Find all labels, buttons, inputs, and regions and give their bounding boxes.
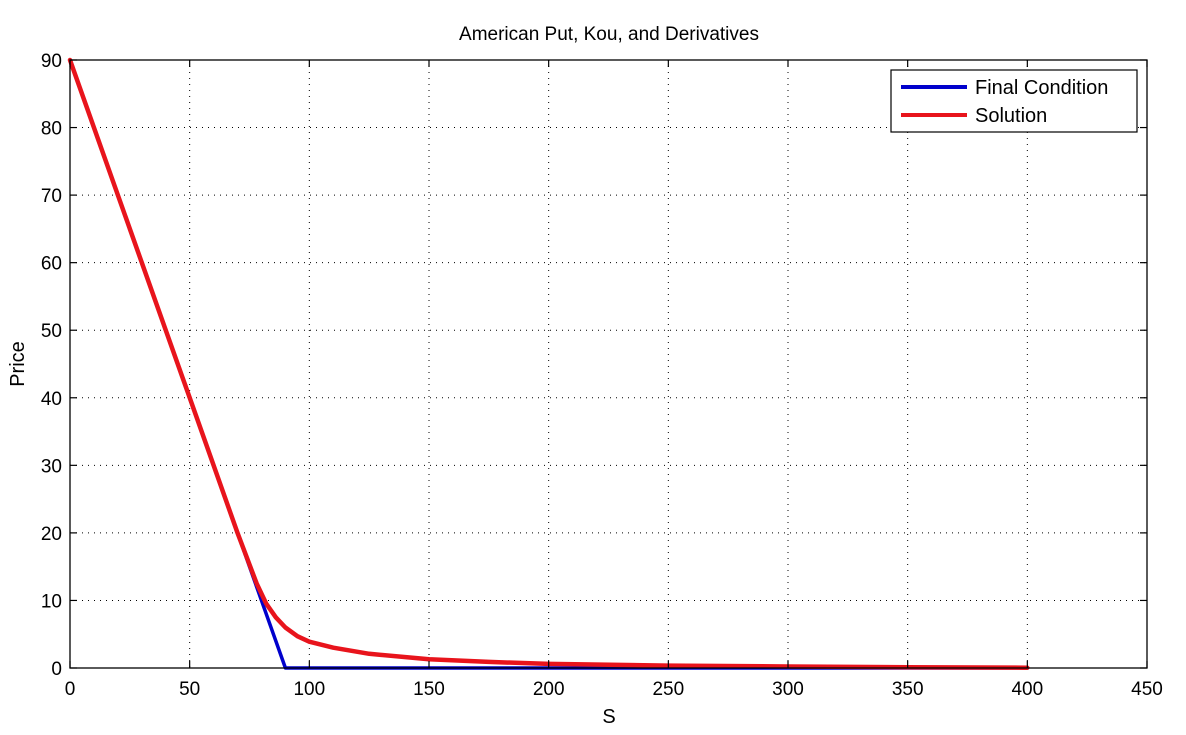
y-tick-label: 50 [41,321,62,342]
y-tick-label: 40 [41,389,62,410]
y-tick-label: 90 [41,51,62,72]
x-tick-label: 200 [533,679,565,700]
y-axis-label: Price [7,341,29,387]
chart-title: American Put, Kou, and Derivatives [459,24,759,45]
y-tick-label: 80 [41,119,62,140]
x-tick-label: 150 [413,679,445,700]
y-tick-label: 20 [41,524,62,545]
legend-box [890,69,1138,133]
y-tick-label: 0 [51,659,62,680]
y-tick-label: 30 [41,456,62,477]
x-tick-label: 450 [1131,679,1163,700]
legend: Final Condition Solution [890,69,1138,133]
y-tick-label: 10 [41,591,62,612]
y-tick-label: 70 [41,186,62,207]
plot-frame [69,59,1148,669]
y-tick-label: 60 [41,254,62,275]
x-tick-label: 300 [772,679,804,700]
x-tick-label: 50 [179,679,200,700]
x-axis-label: S [602,706,615,728]
x-tick-label: 400 [1011,679,1043,700]
legend-label-solution: Solution [975,105,1047,127]
axis-ticks: 0 50 100 150 200 250 300 350 400 450 0 10 20 30 40 50 60… [41,51,1163,700]
series-line-solution [67,57,1030,670]
x-tick-label: 350 [892,679,924,700]
x-tick-label: 100 [293,679,325,700]
x-tick-label: 0 [65,679,76,700]
legend-label-final-condition: Final Condition [975,77,1108,99]
x-tick-label: 250 [652,679,684,700]
